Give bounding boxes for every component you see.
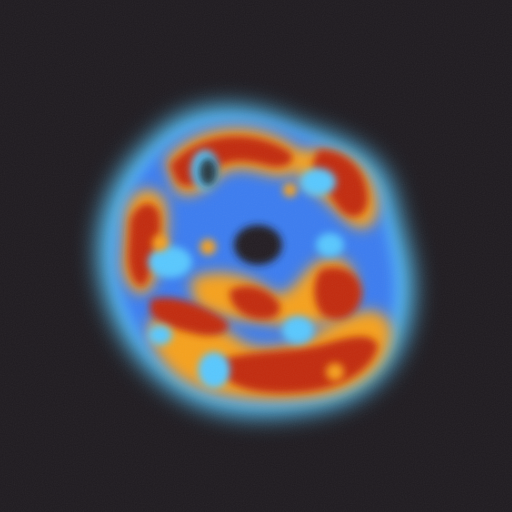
heatmap-canvas xyxy=(0,0,512,512)
grain-overlay xyxy=(0,0,512,512)
heatmap-image xyxy=(0,0,512,512)
